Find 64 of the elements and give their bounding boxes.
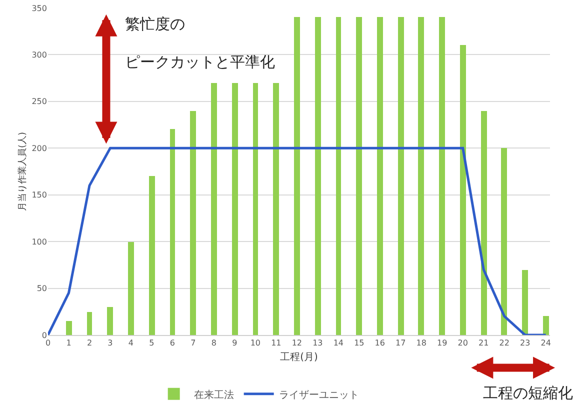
bar bbox=[128, 242, 134, 335]
line-series bbox=[48, 146, 548, 335]
y-tick-label: 350 bbox=[32, 4, 47, 13]
y-tick-label: 200 bbox=[32, 144, 47, 153]
x-axis-title: 工程(月) bbox=[280, 352, 318, 364]
y-tick-label: 250 bbox=[32, 97, 47, 106]
bar bbox=[149, 176, 155, 335]
x-tick-label: 14 bbox=[333, 338, 344, 348]
x-tick-label: 4 bbox=[128, 338, 134, 348]
x-tick-label: 12 bbox=[292, 338, 302, 348]
annotation: ピークカットと平準化 bbox=[125, 53, 275, 71]
bar bbox=[253, 83, 258, 335]
annotation: 繁忙度の bbox=[125, 15, 185, 33]
x-tick-label: 6 bbox=[170, 338, 176, 348]
bar bbox=[377, 17, 383, 335]
x-tick-label: 15 bbox=[354, 338, 364, 348]
legend-label: ライザーユニット bbox=[278, 390, 359, 401]
bar bbox=[522, 270, 528, 335]
bar bbox=[87, 312, 92, 335]
bar bbox=[439, 17, 445, 335]
bar bbox=[336, 17, 341, 335]
bar bbox=[170, 129, 175, 335]
x-tick-label: 1 bbox=[66, 338, 72, 348]
x-tick-label: 2 bbox=[86, 338, 92, 348]
bar bbox=[481, 111, 487, 335]
y-tick-label: 150 bbox=[32, 190, 47, 200]
legend-label: 在来工法 bbox=[194, 388, 234, 401]
x-tick-label: 16 bbox=[374, 338, 385, 348]
x-tick-label: 21 bbox=[478, 338, 489, 348]
y-tick-label: 0 bbox=[42, 330, 47, 340]
x-tick-label: 3 bbox=[108, 338, 113, 348]
y-tick-label: 300 bbox=[32, 50, 47, 60]
text: 工程の短縮化 bbox=[483, 384, 573, 402]
x-tick-label: 9 bbox=[232, 338, 238, 348]
bar bbox=[211, 83, 217, 335]
x-tick-label: 5 bbox=[149, 338, 154, 348]
bar bbox=[315, 17, 321, 335]
x-tick-label: 18 bbox=[416, 338, 426, 348]
bar bbox=[460, 45, 466, 335]
x-tick-label: 17 bbox=[396, 338, 406, 348]
y-axis-title: 月当り作業人員(人) bbox=[17, 132, 28, 212]
bar bbox=[398, 17, 404, 335]
x-tick-label: 19 bbox=[437, 338, 448, 348]
bar bbox=[66, 321, 72, 335]
bar bbox=[232, 83, 238, 335]
x-tick-label: 24 bbox=[540, 338, 551, 348]
bar bbox=[273, 83, 279, 335]
bar bbox=[107, 307, 113, 335]
x-tick-label: 7 bbox=[190, 338, 196, 348]
x-tick-label: 22 bbox=[499, 338, 510, 348]
x-tick-label: 11 bbox=[271, 338, 282, 348]
x-tick-label: 10 bbox=[250, 338, 261, 348]
x-tick-label: 23 bbox=[520, 338, 530, 348]
bar bbox=[294, 17, 300, 335]
bar bbox=[501, 148, 507, 335]
bar bbox=[543, 316, 549, 335]
y-tick-label: 50 bbox=[36, 284, 47, 294]
x-tick-label: 8 bbox=[211, 338, 216, 348]
x-tick-label: 13 bbox=[312, 338, 323, 348]
x-tick-label: 20 bbox=[458, 338, 468, 348]
bar bbox=[418, 17, 424, 335]
y-tick-label: 100 bbox=[32, 237, 47, 246]
bar bbox=[190, 111, 196, 335]
bar bbox=[356, 17, 362, 335]
